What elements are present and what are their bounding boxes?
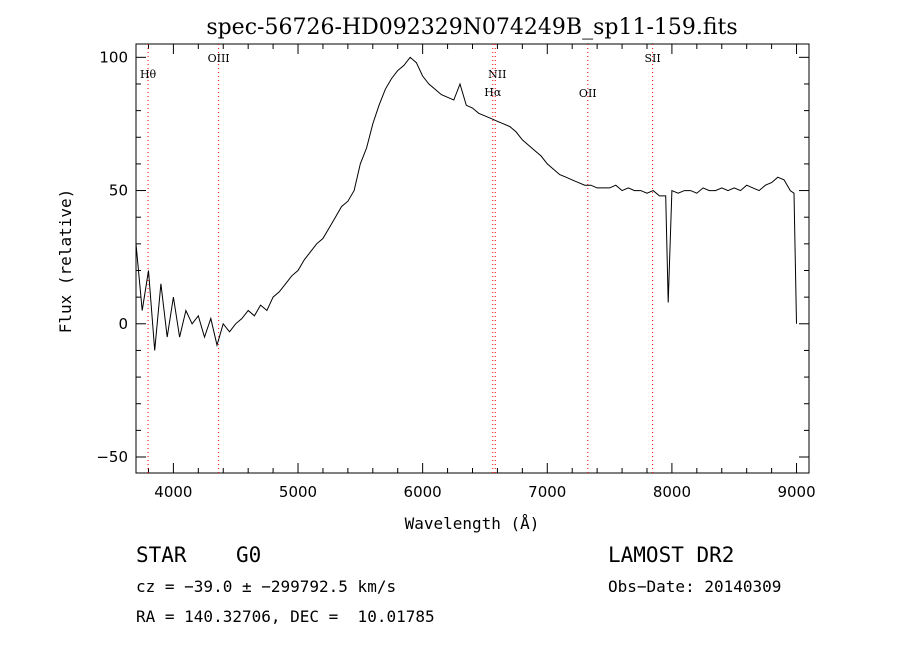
y-tick-label: 0 [118,315,128,333]
chart-title: spec-56726-HD092329N074249B_sp11-159.fit… [206,15,737,40]
x-tick-label: 9000 [777,483,815,501]
object-type: STAR [136,543,187,567]
y-axis-label: Flux (relative) [56,189,75,334]
plot-area: 4000 5000 6000 7000 8000 9000 −50 0 50 100 Hθ OIII N… [96,43,816,501]
spectral-line-label: OIII [208,52,230,65]
spectral-line-label: SII [644,52,660,65]
spectrum-line [135,56,797,351]
x-tick-label: 5000 [279,483,317,501]
y-tick-label: −50 [96,448,128,466]
y-tick-label: 100 [99,48,128,66]
y-tick-label: 50 [109,182,128,200]
x-tick-label: 7000 [528,483,566,501]
spectral-line-label: OII [579,87,597,100]
survey-name: LAMOST DR2 [608,543,735,567]
x-tick-label: 6000 [404,483,442,501]
x-tick-label: 4000 [154,483,192,501]
subclass: G0 [236,543,262,567]
spectral-line-label: Hθ [140,68,157,81]
spectral-line-label: NII [488,68,506,81]
coordinates: RA = 140.32706, DEC = 10.01785 [136,607,435,626]
x-axis-label: Wavelength (Å) [405,514,540,533]
x-tick-label: 8000 [653,483,691,501]
spectral-line-label: Hα [484,86,502,99]
obs-date: Obs−Date: 20140309 [608,577,782,596]
redshift-text: cz = −39.0 ± −299792.5 km/s [136,577,397,596]
